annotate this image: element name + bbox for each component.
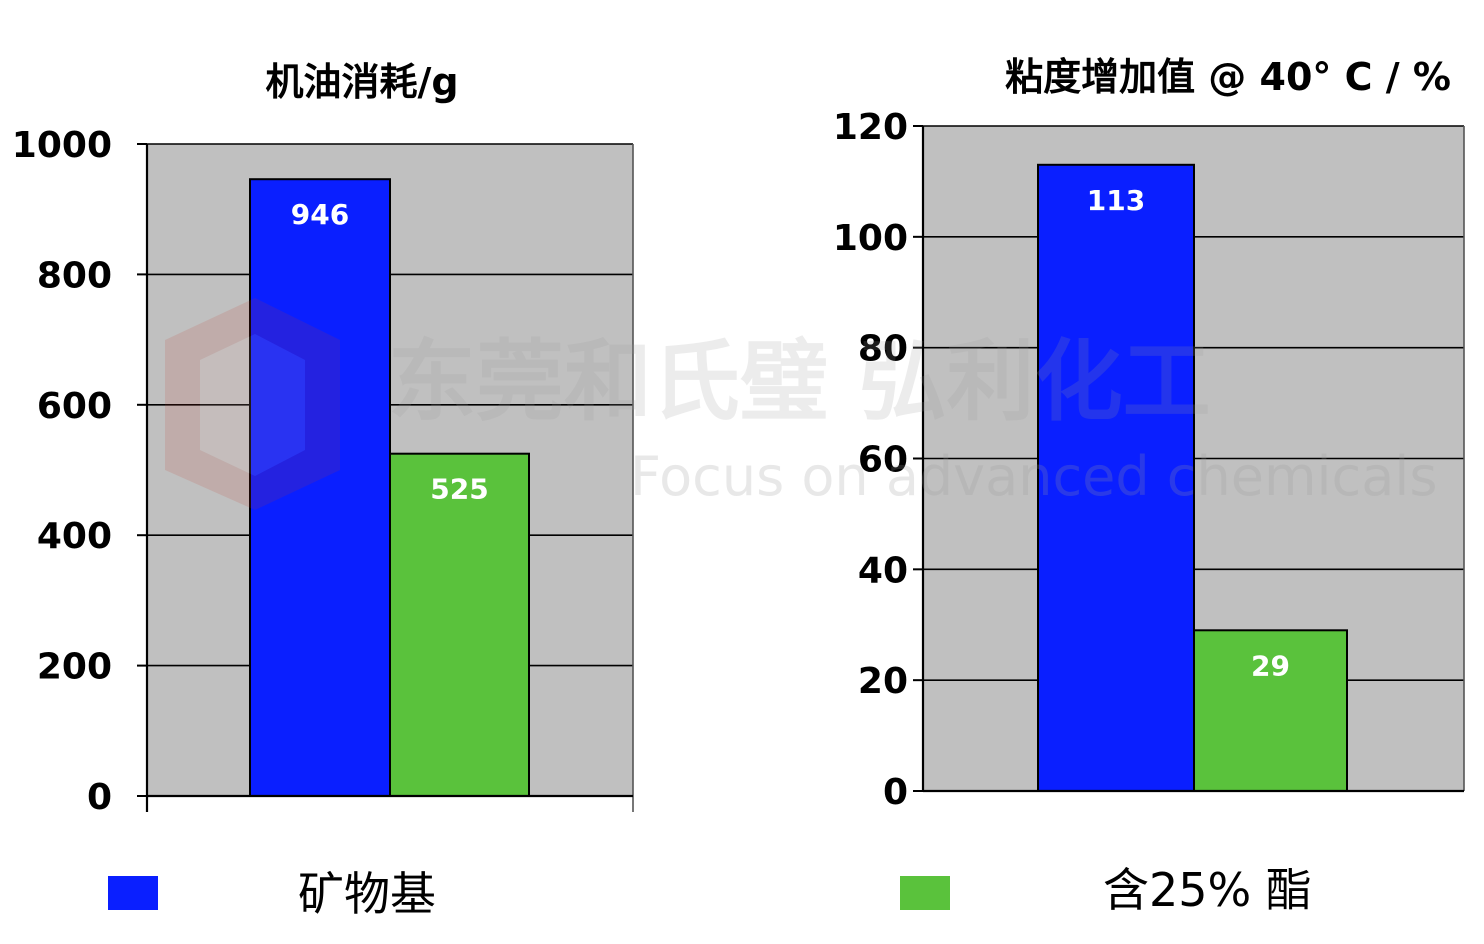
chart-oil-consumption: 946 525 0 200 400 600 800 1000 机油消耗/g xyxy=(12,60,634,818)
y-tick-label: 20 xyxy=(858,661,908,702)
y-tick-label: 100 xyxy=(833,218,908,259)
legend-swatch-mineral xyxy=(108,876,158,910)
y-tick-label: 60 xyxy=(858,440,908,481)
chart-viscosity-increase: 113 29 0 20 40 60 80 100 120 粘度增加值 @ 40° C / % xyxy=(833,55,1465,813)
legend-label-mineral: 矿物基 xyxy=(298,867,436,921)
data-label: 946 xyxy=(291,198,349,231)
y-tick-label: 40 xyxy=(858,550,908,591)
y-tick-label: 800 xyxy=(37,255,112,296)
chart-title: 粘度增加值 @ 40° C / % xyxy=(1005,55,1451,99)
legend-label-ester: 含25% 酯 xyxy=(1103,863,1312,917)
y-tick-label: 120 xyxy=(833,107,908,148)
data-label: 113 xyxy=(1087,184,1145,217)
legend: 矿物基 含25% 酯 xyxy=(108,863,1312,921)
y-tick-label: 600 xyxy=(37,386,112,427)
watermark: 东莞和氏璧 弘利化工 Focus on advanced chemicals xyxy=(165,298,1437,510)
bar-mineral xyxy=(1037,163,1195,792)
chart-title: 机油消耗/g xyxy=(265,60,458,104)
y-tick-label: 0 xyxy=(87,777,112,818)
watermark-company-text: 东莞和氏璧 弘利化工 xyxy=(388,330,1211,433)
watermark-logo-icon xyxy=(165,298,340,510)
y-tick-label: 1000 xyxy=(12,125,112,166)
y-tick-label: 80 xyxy=(858,329,908,370)
y-tick-label: 200 xyxy=(37,647,112,688)
data-label: 525 xyxy=(430,473,488,506)
y-tick-label: 0 xyxy=(883,772,908,813)
data-label: 29 xyxy=(1251,649,1290,682)
bar-ester xyxy=(389,452,530,797)
y-tick-label: 400 xyxy=(37,516,112,557)
watermark-tagline-text: Focus on advanced chemicals xyxy=(630,445,1437,508)
legend-swatch-ester xyxy=(900,876,950,910)
bar-ester xyxy=(1193,629,1348,793)
